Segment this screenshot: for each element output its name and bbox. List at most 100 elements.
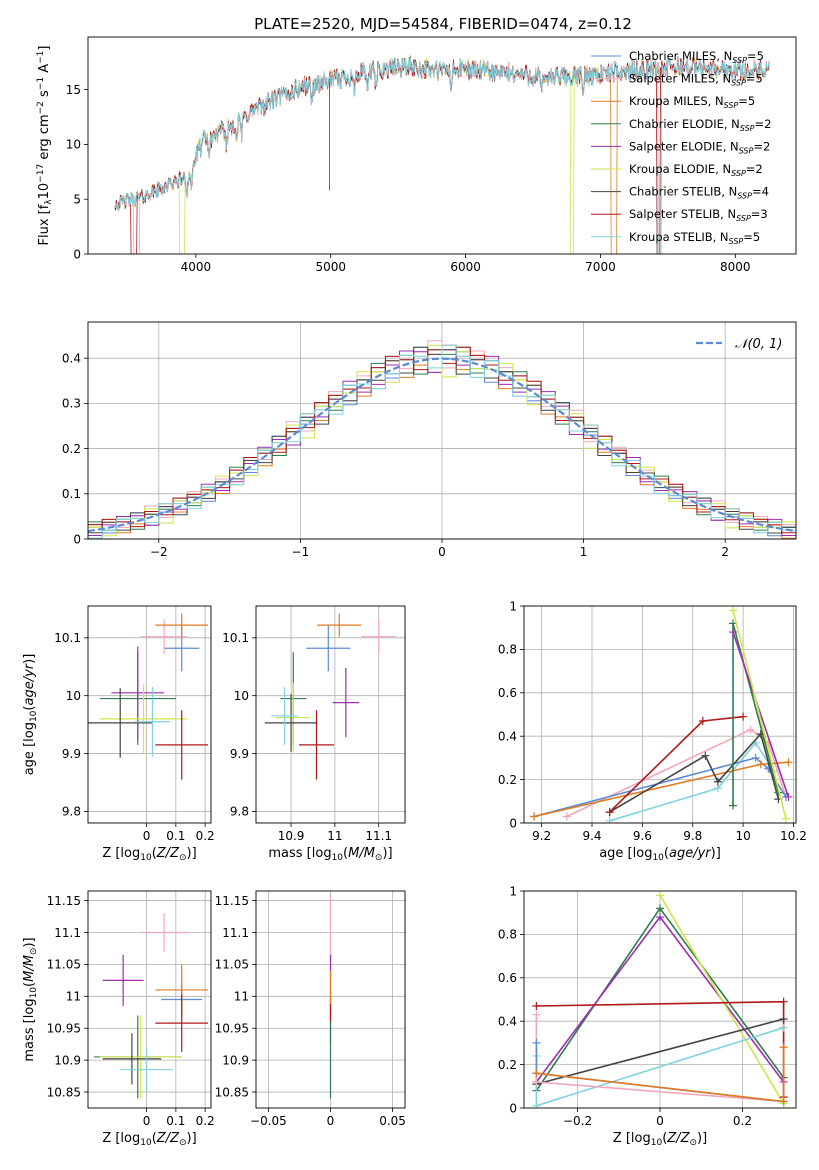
x-tick-label: −0.05 <box>250 1114 287 1128</box>
x-tick-label: 0 <box>143 1114 151 1128</box>
weight-line-salpeter_elodie <box>732 631 790 798</box>
legend-label-chabrier_miles: Chabrier MILES, NSSP=5 <box>629 49 764 65</box>
x-tick-label: 9.8 <box>683 829 702 843</box>
legend-label-chabrier_stelib: Chabrier STELIB, NSSP=4 <box>629 185 769 201</box>
weight-marker-salpeter_stelib <box>698 717 707 726</box>
x-tick-label: −2 <box>150 545 168 559</box>
weight-marker-kroupa_stelib <box>779 1023 788 1032</box>
weight_vs_age-plot-area <box>530 606 793 823</box>
histogram-kroupa_elodie <box>88 344 796 537</box>
x-tick-label: 9.6 <box>633 829 652 843</box>
weight-marker-salpeter_stelib <box>739 712 748 721</box>
weight-marker-salpeter_stelib <box>605 808 614 817</box>
x-tick-label: 0 <box>438 545 446 559</box>
x-tick-label: 6000 <box>450 260 481 274</box>
y-tick-label: 0.8 <box>498 928 517 942</box>
y-tick-label: 0 <box>73 532 81 546</box>
spectrum-axes: 4000 5000 6000 7000 8000 0 5 10 15 <box>66 83 751 274</box>
errorbar-kroupa_elodie <box>99 1015 182 1099</box>
weight-marker-salpeter_miles <box>532 1077 541 1086</box>
y-axis-label: mass [log10(M/M⊙)] <box>22 937 39 1061</box>
y-tick-label: 10 <box>66 138 81 152</box>
weight-marker-chabrier_elodie <box>729 801 738 810</box>
y-tick-label: 0.4 <box>498 1015 517 1029</box>
y-tick-label: 9.8 <box>62 805 81 819</box>
weight-marker-salpeter_stelib <box>532 1002 541 1011</box>
age_vs_mass-axes: 10.9 11 11.1 9.8 9.9 10 10.1 <box>222 606 405 843</box>
y-tick-label: 0.2 <box>62 442 81 456</box>
spectrum-line-kroupa_stelib <box>114 56 770 254</box>
weight-marker-kroupa_miles <box>532 1069 541 1078</box>
weight-marker-salpeter_elodie <box>784 792 793 801</box>
errorbar-kroupa_miles <box>155 613 209 637</box>
legend-label-kroupa_elodie: Kroupa ELODIE, NSSP=2 <box>629 162 763 178</box>
legend-label-salpeter_elodie: Salpeter ELODIE, NSSP=2 <box>629 139 770 155</box>
weight-marker-salpeter_elodie <box>729 628 738 637</box>
y-tick-label: 0.2 <box>498 773 517 787</box>
x-tick-label: 8000 <box>720 260 751 274</box>
x-tick-label: 0.2 <box>196 1114 215 1128</box>
weight-marker-kroupa_stelib <box>605 816 614 823</box>
y-tick-label: 11.1 <box>54 926 81 940</box>
x-tick-label: 2 <box>721 545 729 559</box>
errorbar-kroupa_stelib <box>134 687 170 757</box>
y-tick-label: 10.9 <box>54 1053 81 1067</box>
x-tick-label: 7000 <box>585 260 616 274</box>
x-tick-label: 5000 <box>315 260 346 274</box>
x-tick-label: 0.2 <box>196 829 215 843</box>
weight-marker-chabrier_miles <box>532 1038 541 1047</box>
plot-frame <box>87 321 797 540</box>
errorbar-chabrier_miles <box>306 625 351 672</box>
weight_vs_Z-plot-area <box>532 891 788 1108</box>
legend-label-salpeter_miles: Salpeter MILES, NSSP=5 <box>629 72 763 88</box>
weight-line-kroupa_elodie <box>659 894 785 1105</box>
weight-marker-salpeter_miles <box>562 812 571 821</box>
spectrum-plot-area <box>114 55 770 254</box>
x-tick-label: 9.4 <box>582 829 601 843</box>
x-tick-label: 0.1 <box>166 829 185 843</box>
age_vs_mass-plot-area <box>264 613 397 780</box>
weight-marker-kroupa_miles <box>779 1097 788 1106</box>
x-tick-label: 4000 <box>181 260 212 274</box>
x-tick-label: 9.2 <box>532 829 551 843</box>
legend-label-kroupa_miles: Kroupa MILES, NSSP=5 <box>629 94 755 110</box>
weight-marker-chabrier_miles <box>751 753 760 762</box>
y-axis-label: age [log10(age/yr)] <box>22 654 39 776</box>
y-tick-label: 10 <box>234 689 249 703</box>
y-tick-label: 11.15 <box>47 894 81 908</box>
y-tick-label: 0 <box>509 1101 517 1115</box>
x-axis-label: Z [log10(Z/Z⊙)] <box>102 846 196 863</box>
errorbar-salpeter_elodie <box>332 667 359 738</box>
mass_vs_Z-axes: 0 0.1 0.2 10.85 10.9 10.95 11 11.05 11.1 11.15 <box>47 891 215 1128</box>
weight-marker-salpeter_miles <box>532 1010 541 1019</box>
x-tick-label: 0 <box>656 1114 664 1128</box>
weight-marker-kroupa_miles <box>779 1043 788 1052</box>
plot-frame <box>87 36 797 255</box>
y-tick-label: 9.9 <box>62 747 81 761</box>
errorbar-salpeter_stelib <box>155 710 209 780</box>
weight-marker-kroupa_stelib <box>532 1101 541 1108</box>
x-tick-label: 0 <box>143 829 151 843</box>
weight-marker-chabrier_stelib <box>713 777 722 786</box>
errorbar-kroupa_stelib <box>120 1047 173 1093</box>
weight-line-kroupa_stelib <box>609 741 774 822</box>
weight_vs_age-axes: 9.2 9.4 9.6 9.8 10 10.2 0 0.2 0.4 0.6 0.8 1 <box>498 599 807 843</box>
y-tick-label: 10.95 <box>47 1022 81 1036</box>
x-tick-label: 1 <box>580 545 588 559</box>
y-tick-label: 0.6 <box>498 686 517 700</box>
x-tick-label: 10.9 <box>278 829 305 843</box>
x-tick-label: 0 <box>327 1114 335 1128</box>
plot-frame <box>523 605 797 824</box>
x-tick-label: 0.1 <box>166 1114 185 1128</box>
y-tick-label: 0.3 <box>62 397 81 411</box>
y-tick-label: 0 <box>509 816 517 830</box>
plot-frame <box>523 890 797 1109</box>
spectrum-legend: Chabrier MILES, NSSP=5 Salpeter MILES, NS… <box>591 49 771 246</box>
x-tick-label: 0.05 <box>379 1114 406 1128</box>
x-tick-label: 10.2 <box>780 829 807 843</box>
legend-label-chabrier_elodie: Chabrier ELODIE, NSSP=2 <box>629 117 771 133</box>
y-tick-label: 10.85 <box>215 1085 249 1099</box>
legend-label-salpeter_stelib: Salpeter STELIB, NSSP=3 <box>629 207 768 223</box>
y-tick-label: 10.95 <box>215 1022 249 1036</box>
weight-marker-kroupa_miles <box>756 760 765 769</box>
